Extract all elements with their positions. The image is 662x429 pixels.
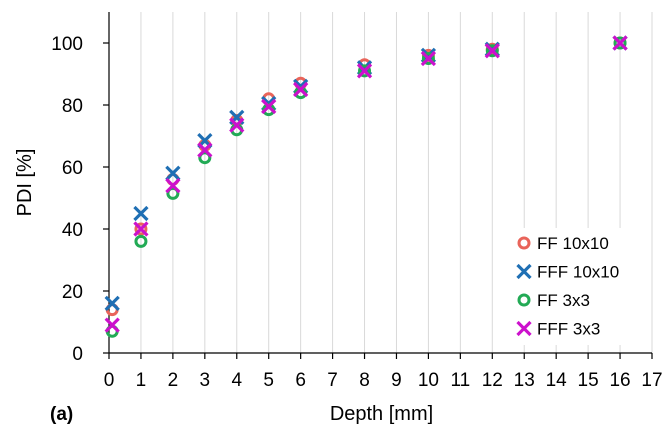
data-point-s3-10 (612, 35, 628, 51)
x-axis-title: Depth [mm] (330, 403, 433, 425)
y-tick-label-40: 40 (62, 220, 83, 241)
data-point-s3-9 (484, 43, 500, 59)
legend-label-2: FF 3x3 (537, 291, 590, 310)
legend-label-1: FFF 10x10 (537, 263, 619, 282)
data-point-s3-2 (165, 177, 181, 194)
axes (103, 12, 653, 359)
y-axis-title: PDI [%] (14, 149, 36, 217)
data-point-s3-6 (293, 81, 309, 98)
x-tick-label-1: 1 (136, 370, 147, 391)
x-tick-label-0: 0 (104, 370, 115, 391)
x-tick-label-14: 14 (546, 370, 568, 391)
x-tick-label-12: 12 (482, 370, 503, 391)
legend-items: FF 10x10 FFF 10x10 FF 3x3 FFF 3x3 (516, 234, 619, 339)
data-point-s3-8 (420, 50, 437, 67)
x-tick-label-15: 15 (578, 370, 599, 391)
legend-marker-3 (516, 320, 532, 337)
x-tick-label-17: 17 (641, 370, 662, 391)
data-points (104, 35, 628, 338)
data-point-s1-0 (104, 295, 120, 312)
x-tick-label-10: 10 (418, 370, 439, 391)
x-tick-label-4: 4 (231, 370, 242, 391)
data-point-s2-7 (358, 64, 372, 78)
data-point-s3-4 (229, 117, 245, 133)
data-point-s2-2 (166, 186, 180, 200)
y-tick-label-100: 100 (51, 34, 83, 55)
data-point-s3-1 (133, 221, 149, 237)
x-tick-label-8: 8 (359, 370, 370, 391)
data-point-s3-3 (197, 142, 213, 158)
data-point-s2-1 (134, 234, 148, 248)
data-point-s1-2 (165, 165, 181, 181)
x-tick-label-5: 5 (263, 370, 274, 391)
x-tick-label-11: 11 (450, 370, 470, 391)
legend-marker-2 (517, 293, 531, 307)
x-tick-label-13: 13 (514, 370, 535, 391)
legend-label-0: FF 10x10 (537, 234, 609, 253)
data-point-s1-1 (133, 205, 149, 222)
panel-label: (a) (50, 404, 73, 425)
data-point-s2-10 (613, 36, 627, 50)
data-point-s2-3 (198, 151, 212, 165)
legend-marker-0 (517, 236, 531, 250)
data-point-s3-0 (104, 317, 120, 333)
y-tick-label-60: 60 (62, 158, 83, 179)
y-tick-label-80: 80 (62, 96, 83, 117)
data-point-s2-9 (485, 44, 499, 58)
data-point-s2-8 (421, 52, 435, 65)
legend-marker-1 (516, 263, 532, 280)
x-tick-label-7: 7 (327, 370, 338, 391)
x-tick-label-2: 2 (168, 370, 179, 391)
data-point-s0-1 (134, 222, 148, 236)
legend-label-3: FFF 3x3 (537, 320, 600, 339)
legend: FF 10x10 FFF 10x10 FF 3x3 FFF 3x3 (505, 228, 647, 345)
x-tick-label-9: 9 (391, 370, 402, 391)
data-point-s3-5 (261, 98, 277, 115)
y-tick-label-0: 0 (72, 344, 83, 365)
x-tick-label-6: 6 (295, 370, 306, 391)
y-tick-label-20: 20 (62, 282, 83, 303)
data-point-s3-7 (356, 63, 373, 79)
series-3 (104, 35, 628, 333)
x-tick-label-16: 16 (609, 370, 630, 391)
x-tick-label-3: 3 (200, 370, 211, 391)
